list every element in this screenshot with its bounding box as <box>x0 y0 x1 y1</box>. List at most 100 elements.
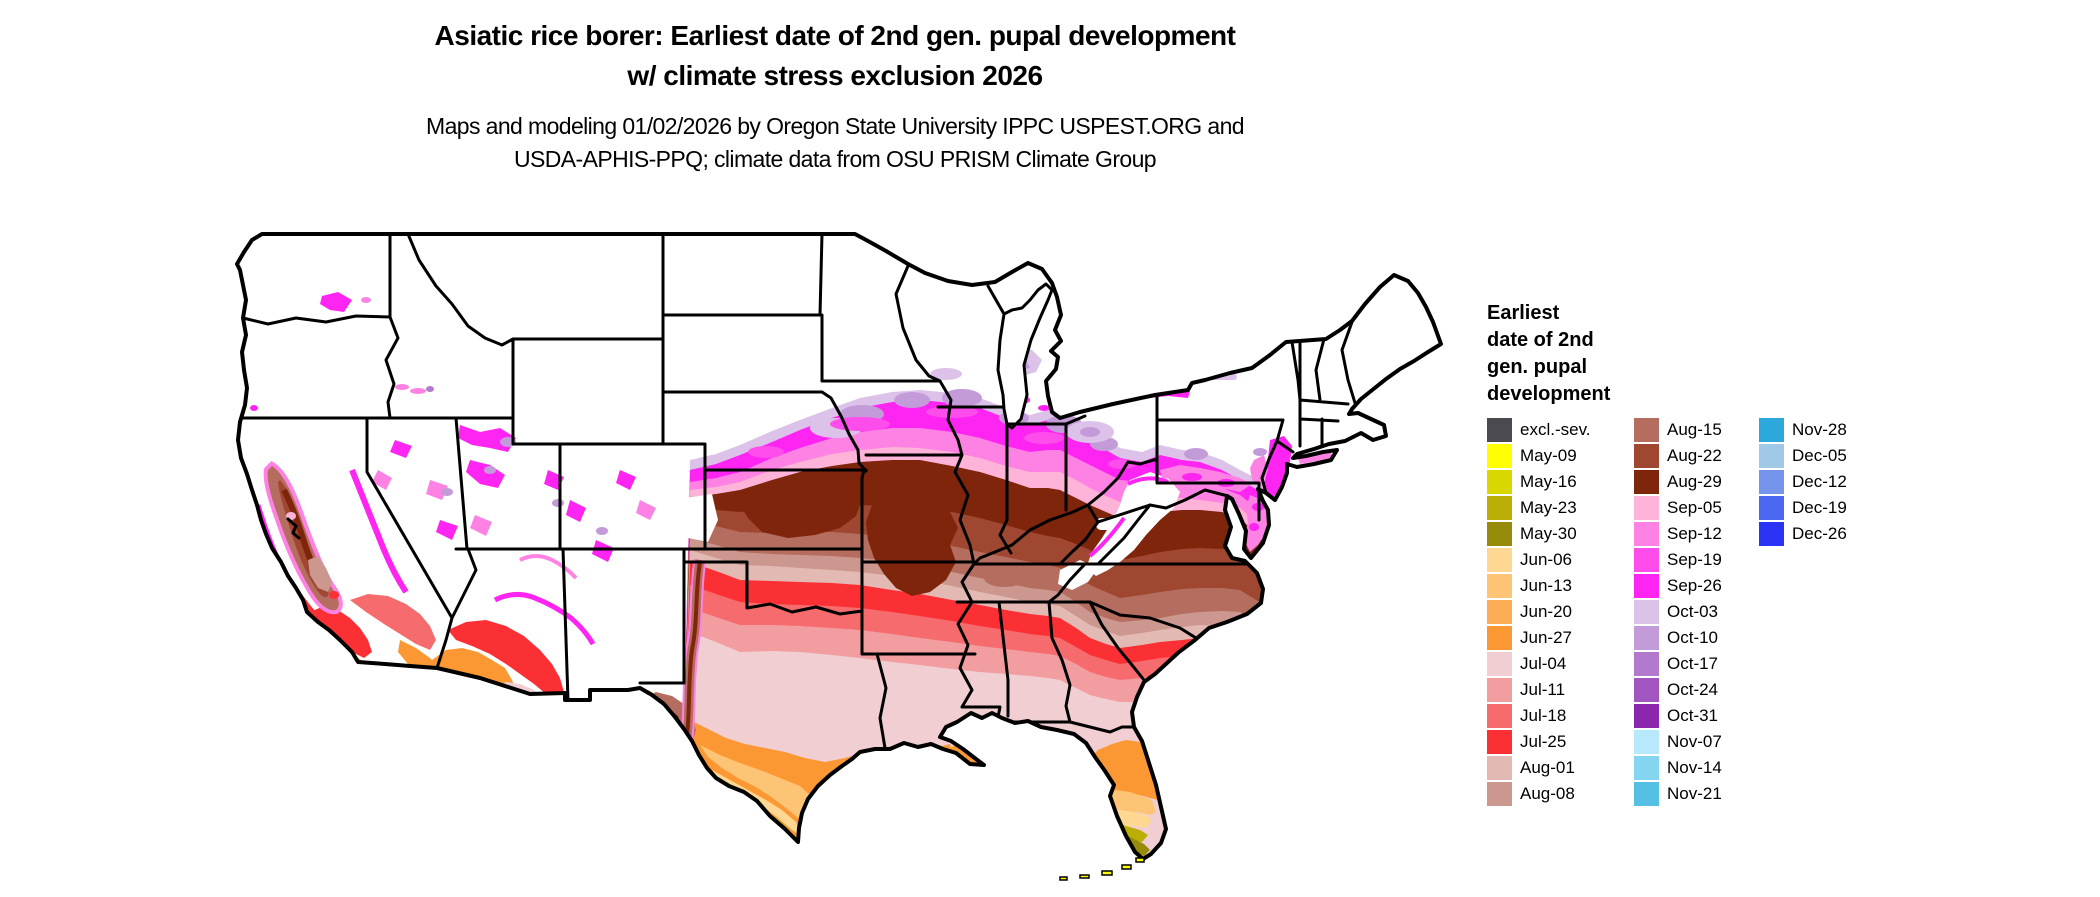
legend-label: May-23 <box>1520 498 1577 517</box>
legend-item: Jul-18 <box>1487 703 1591 729</box>
legend-item: Oct-17 <box>1634 651 1722 677</box>
legend-item: Sep-19 <box>1634 547 1722 573</box>
legend-swatch <box>1634 704 1659 728</box>
legend-label: Nov-28 <box>1792 420 1847 439</box>
legend-label: excl.-sev. <box>1520 420 1591 439</box>
legend-item: Nov-28 <box>1759 417 1847 443</box>
legend-label: Oct-31 <box>1667 706 1719 725</box>
legend-label: Aug-29 <box>1667 472 1722 491</box>
legend-label: Jul-25 <box>1520 732 1567 751</box>
legend-label: May-30 <box>1520 524 1577 543</box>
legend-item: Jul-25 <box>1487 729 1591 755</box>
legend-label: Jun-27 <box>1520 628 1572 647</box>
legend-swatch <box>1487 756 1512 780</box>
legend-item: Dec-19 <box>1759 495 1847 521</box>
legend-item: May-23 <box>1487 495 1591 521</box>
legend-swatch <box>1487 418 1512 442</box>
legend-label: Aug-08 <box>1520 784 1575 803</box>
legend-swatch <box>1634 444 1659 468</box>
legend-swatch <box>1634 626 1659 650</box>
legend-swatch <box>1487 522 1512 546</box>
legend-item: Sep-05 <box>1634 495 1722 521</box>
legend-column: Aug-15 Aug-22 Aug-29 Sep-05 Sep-12 Sep-19 Sep-… <box>1634 417 1722 807</box>
legend-label: Oct-03 <box>1667 602 1719 621</box>
legend-swatch <box>1487 548 1512 572</box>
legend-column: Nov-28 Dec-05 Dec-12 Dec-19 Dec-26 <box>1759 417 1847 547</box>
legend-label: Jun-20 <box>1520 602 1572 621</box>
legend-swatch <box>1487 496 1512 520</box>
legend-item: Aug-15 <box>1634 417 1722 443</box>
legend-item: Sep-26 <box>1634 573 1722 599</box>
legend-label: Jul-11 <box>1520 680 1566 699</box>
legend-label: Sep-12 <box>1667 524 1722 543</box>
legend-column: excl.-sev. May-09 May-16 May-23 May-30 Jun-06… <box>1487 417 1591 807</box>
legend-swatch <box>1487 470 1512 494</box>
legend-swatch <box>1487 704 1512 728</box>
map-title-line2: w/ climate stress exclusion 2026 <box>627 60 1043 91</box>
map-subtitle: Maps and modeling 01/02/2026 by Oregon S… <box>170 110 1500 176</box>
legend-label: May-09 <box>1520 446 1577 465</box>
legend-swatch <box>1759 522 1784 546</box>
legend-swatch <box>1487 678 1512 702</box>
legend-swatch <box>1487 652 1512 676</box>
legend-swatch <box>1634 548 1659 572</box>
conus-outline <box>235 232 1443 861</box>
legend-swatch <box>1634 470 1659 494</box>
legend-swatch <box>1634 730 1659 754</box>
legend-label: Sep-26 <box>1667 576 1722 595</box>
legend-swatch <box>1634 522 1659 546</box>
legend-label: Aug-15 <box>1667 420 1722 439</box>
legend-label: Oct-24 <box>1667 680 1719 699</box>
legend-item: Sep-12 <box>1634 521 1722 547</box>
legend-label: Nov-07 <box>1667 732 1722 751</box>
legend-item: Jun-13 <box>1487 573 1591 599</box>
legend-label: Oct-10 <box>1667 628 1719 647</box>
legend-label: Dec-26 <box>1792 524 1847 543</box>
legend-item: Jun-27 <box>1487 625 1591 651</box>
legend-swatch <box>1487 444 1512 468</box>
legend-title: Earliest date of 2nd gen. pupal developm… <box>1487 302 1611 405</box>
legend-swatch <box>1634 418 1659 442</box>
legend-item: Aug-01 <box>1487 755 1591 781</box>
legend-item: Dec-12 <box>1759 469 1847 495</box>
legend-item: Jul-04 <box>1487 651 1591 677</box>
legend-label: Jul-04 <box>1520 654 1567 673</box>
legend-label: Nov-21 <box>1667 784 1722 803</box>
legend-label: Dec-05 <box>1792 446 1847 465</box>
legend: Earliest date of 2nd gen. pupal developm… <box>1487 300 1907 817</box>
legend-item: Dec-05 <box>1759 443 1847 469</box>
legend-swatch <box>1759 496 1784 520</box>
legend-swatch <box>1759 418 1784 442</box>
legend-item: Oct-10 <box>1634 625 1722 651</box>
legend-label: Jun-13 <box>1520 576 1572 595</box>
legend-item: Nov-21 <box>1634 781 1722 807</box>
legend-item: Jun-06 <box>1487 547 1591 573</box>
legend-swatch <box>1487 574 1512 598</box>
legend-swatch <box>1759 444 1784 468</box>
legend-item: Aug-22 <box>1634 443 1722 469</box>
legend-swatch <box>1759 470 1784 494</box>
legend-swatch <box>1487 730 1512 754</box>
legend-swatch <box>1634 756 1659 780</box>
legend-item: Nov-07 <box>1634 729 1722 755</box>
map-title-line1: Asiatic rice borer: Earliest date of 2nd… <box>434 20 1236 51</box>
legend-swatch <box>1634 574 1659 598</box>
legend-item: May-16 <box>1487 469 1591 495</box>
legend-label: Dec-19 <box>1792 498 1847 517</box>
legend-item: May-09 <box>1487 443 1591 469</box>
legend-item: Oct-03 <box>1634 599 1722 625</box>
legend-item: Dec-26 <box>1759 521 1847 547</box>
legend-item: Aug-08 <box>1487 781 1591 807</box>
legend-item: Oct-24 <box>1634 677 1722 703</box>
lake-michigan <box>996 282 1054 430</box>
legend-swatch <box>1634 782 1659 806</box>
florida-keys <box>1059 857 1145 881</box>
legend-label: Jun-06 <box>1520 550 1572 569</box>
legend-swatch <box>1487 626 1512 650</box>
legend-swatch <box>1634 496 1659 520</box>
legend-swatch <box>1487 782 1512 806</box>
legend-swatch <box>1634 652 1659 676</box>
legend-label: Sep-05 <box>1667 498 1722 517</box>
state-borders <box>241 234 1357 750</box>
